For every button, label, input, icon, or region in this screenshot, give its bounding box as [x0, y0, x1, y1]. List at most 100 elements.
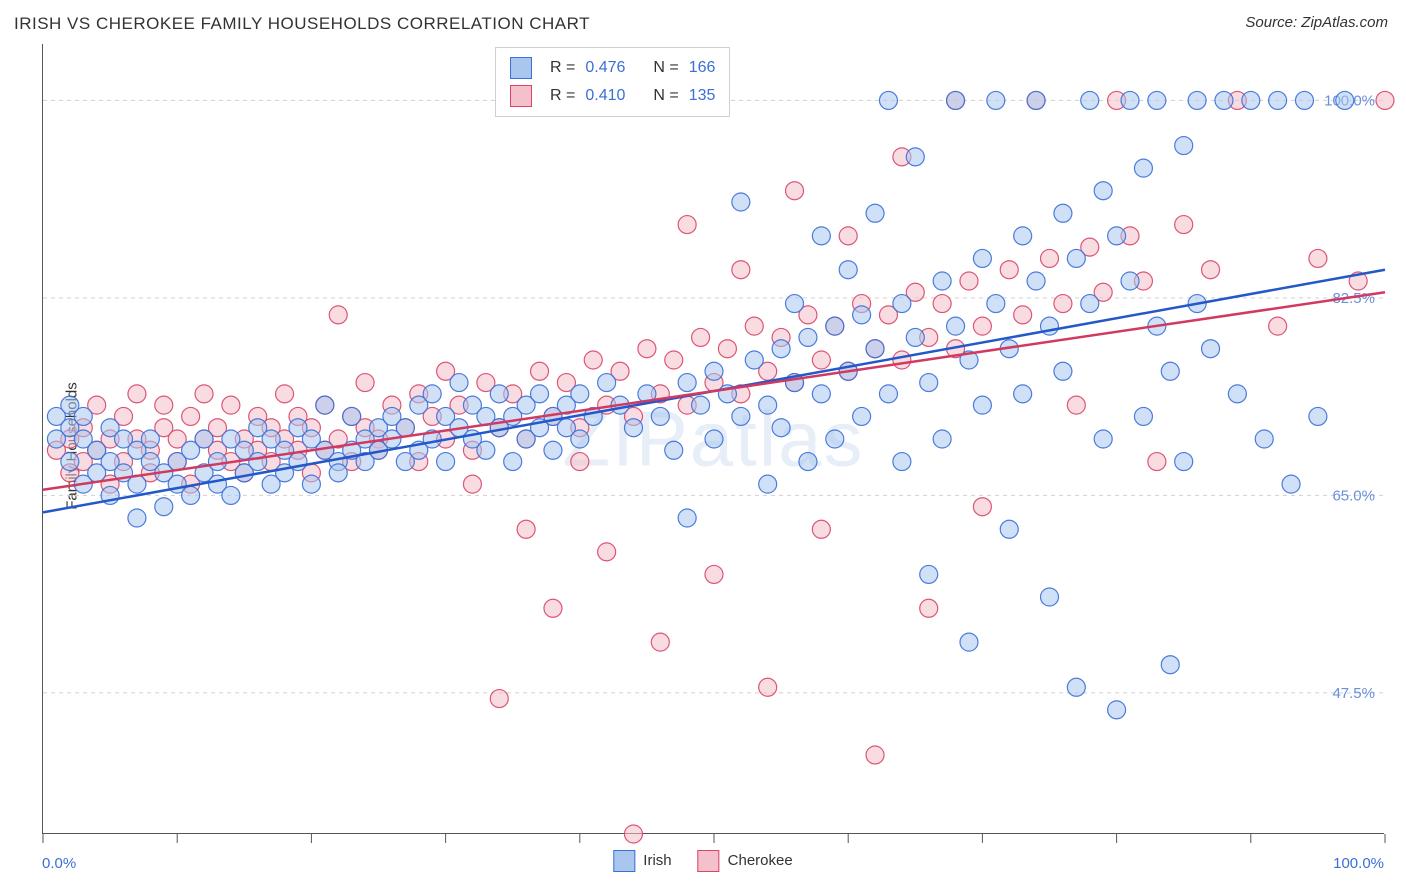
- data-point: [866, 204, 884, 222]
- data-point: [1014, 385, 1032, 403]
- data-point: [571, 430, 589, 448]
- data-point: [1202, 340, 1220, 358]
- r-value: 0.410: [585, 82, 643, 110]
- data-point: [812, 351, 830, 369]
- data-point: [208, 453, 226, 471]
- data-point: [772, 419, 790, 437]
- data-point: [1027, 272, 1045, 290]
- data-point: [799, 328, 817, 346]
- data-point: [759, 678, 777, 696]
- n-label: N =: [653, 82, 678, 110]
- data-point: [1295, 91, 1313, 109]
- data-point: [531, 362, 549, 380]
- data-point: [947, 91, 965, 109]
- legend-label: Cherokee: [728, 852, 793, 869]
- source-prefix: Source:: [1245, 14, 1301, 31]
- data-point: [329, 464, 347, 482]
- r-label: R =: [550, 54, 575, 82]
- data-point: [1175, 453, 1193, 471]
- data-point: [1108, 701, 1126, 719]
- data-point: [893, 453, 911, 471]
- data-point: [839, 227, 857, 245]
- data-point: [651, 633, 669, 651]
- data-point: [1027, 91, 1045, 109]
- legend-item: Irish: [613, 850, 671, 872]
- data-point: [316, 396, 334, 414]
- data-point: [786, 295, 804, 313]
- data-point: [853, 306, 871, 324]
- data-point: [826, 430, 844, 448]
- data-point: [1148, 91, 1166, 109]
- data-point: [786, 182, 804, 200]
- data-point: [1094, 430, 1112, 448]
- data-point: [490, 385, 508, 403]
- data-point: [866, 746, 884, 764]
- data-point: [812, 385, 830, 403]
- x-axis-min-label: 0.0%: [42, 855, 76, 872]
- legend-swatch: [510, 57, 532, 79]
- data-point: [182, 486, 200, 504]
- data-point: [1215, 91, 1233, 109]
- data-point: [477, 441, 495, 459]
- data-point: [826, 317, 844, 335]
- data-point: [1054, 204, 1072, 222]
- data-point: [866, 340, 884, 358]
- data-point: [799, 453, 817, 471]
- data-point: [678, 374, 696, 392]
- data-point: [1376, 91, 1394, 109]
- data-point: [732, 261, 750, 279]
- data-point: [222, 396, 240, 414]
- scatter-plot-svg: 47.5%65.0%82.5%100.0%: [43, 44, 1384, 833]
- data-point: [933, 295, 951, 313]
- data-point: [705, 362, 723, 380]
- data-point: [598, 543, 616, 561]
- data-point: [973, 396, 991, 414]
- data-point: [705, 430, 723, 448]
- data-point: [1242, 91, 1260, 109]
- data-point: [933, 430, 951, 448]
- data-point: [155, 396, 173, 414]
- data-point: [839, 261, 857, 279]
- data-point: [128, 509, 146, 527]
- data-point: [705, 565, 723, 583]
- data-point: [276, 385, 294, 403]
- data-point: [879, 91, 897, 109]
- x-axis-max-label: 100.0%: [1333, 855, 1384, 872]
- source-credit: Source: ZipAtlas.com: [1245, 14, 1388, 31]
- stats-row: R =0.410N =135: [510, 82, 715, 110]
- data-point: [356, 374, 374, 392]
- data-point: [1041, 249, 1059, 267]
- data-point: [745, 351, 763, 369]
- data-point: [692, 328, 710, 346]
- data-point: [920, 565, 938, 583]
- data-point: [772, 340, 790, 358]
- data-point: [759, 475, 777, 493]
- data-point: [987, 91, 1005, 109]
- data-point: [893, 351, 911, 369]
- data-point: [1228, 385, 1246, 403]
- data-point: [1054, 295, 1072, 313]
- data-point: [920, 374, 938, 392]
- data-point: [759, 396, 777, 414]
- data-point: [1081, 91, 1099, 109]
- data-point: [396, 419, 414, 437]
- data-point: [1067, 249, 1085, 267]
- data-point: [1161, 362, 1179, 380]
- data-point: [1255, 430, 1273, 448]
- data-point: [450, 374, 468, 392]
- data-point: [128, 385, 146, 403]
- data-point: [960, 272, 978, 290]
- data-point: [544, 441, 562, 459]
- chart-title: IRISH VS CHEROKEE FAMILY HOUSEHOLDS CORR…: [14, 14, 590, 34]
- data-point: [651, 407, 669, 425]
- data-point: [141, 430, 159, 448]
- data-point: [1121, 91, 1139, 109]
- data-point: [893, 295, 911, 313]
- data-point: [1309, 407, 1327, 425]
- data-point: [1041, 588, 1059, 606]
- data-point: [665, 441, 683, 459]
- data-point: [947, 317, 965, 335]
- data-point: [598, 374, 616, 392]
- data-point: [74, 407, 92, 425]
- stats-row: R =0.476N =166: [510, 54, 715, 82]
